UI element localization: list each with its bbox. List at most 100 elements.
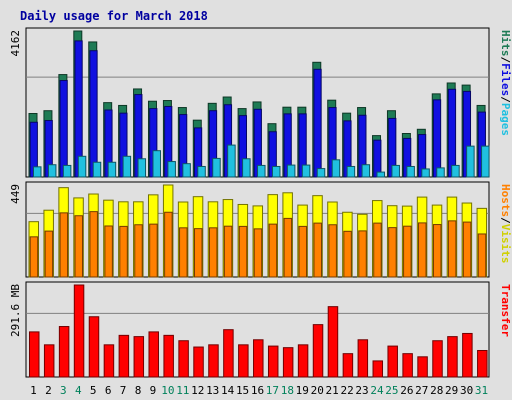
bar-pages-day-11 [182, 163, 191, 178]
series-pages [33, 144, 490, 178]
bar-hosts-day-10 [164, 211, 173, 278]
x-tick-label: 5 [90, 384, 97, 397]
bar-pages-day-29 [451, 164, 460, 178]
bar-transfer-day-2 [43, 344, 55, 378]
bar-transfer-day-4 [73, 284, 85, 378]
x-tick-label: 30 [460, 384, 473, 397]
bar-transfer-day-1 [29, 331, 40, 378]
bar-hosts-day-8 [134, 224, 143, 278]
bar-pages-day-9 [152, 150, 161, 178]
series-files [29, 40, 486, 178]
x-tick-label: 10 [161, 384, 174, 397]
bar-pages-day-20 [316, 168, 326, 178]
bar-transfer-day-3 [58, 326, 70, 378]
x-tick-label: 12 [191, 384, 204, 397]
bar-transfer-day-8 [133, 336, 145, 378]
bar-hosts-day-17 [268, 223, 278, 278]
bar-hosts-day-14 [223, 225, 233, 278]
bar-transfer-day-21 [327, 306, 339, 378]
bar-hosts-day-16 [253, 228, 263, 278]
series-axis-label: Hits/Files/Pages [499, 30, 512, 136]
x-tick-label: 29 [445, 384, 458, 397]
bar-hosts-day-27 [418, 222, 427, 278]
bar-transfer-day-29 [447, 336, 458, 378]
bar-files-day-28 [432, 99, 442, 178]
bar-files-day-20 [313, 68, 322, 178]
bar-pages-day-23 [361, 164, 371, 178]
x-tick-label: 9 [150, 384, 157, 397]
bar-pages-day-5 [92, 161, 102, 178]
bar-pages-day-17 [271, 165, 281, 178]
bar-hosts-day-24 [373, 222, 382, 278]
x-tick-label: 11 [176, 384, 189, 397]
bar-hosts-day-29 [447, 220, 457, 278]
x-tick-label: 7 [120, 384, 127, 397]
series-hosts [29, 211, 487, 278]
bar-hosts-day-4 [74, 215, 84, 278]
x-tick-label: 15 [236, 384, 249, 397]
bar-pages-day-2 [47, 164, 57, 178]
x-tick-label: 31 [475, 384, 488, 397]
bar-pages-day-24 [376, 171, 386, 178]
bar-pages-day-22 [346, 165, 356, 178]
bar-pages-day-1 [33, 166, 42, 178]
bar-transfer-day-26 [402, 353, 413, 378]
x-tick-label: 3 [60, 384, 67, 397]
bar-pages-day-3 [62, 164, 72, 178]
bar-hosts-day-23 [358, 230, 367, 278]
x-tick-label: 18 [281, 384, 294, 397]
bar-transfer-day-24 [372, 360, 384, 378]
bar-hosts-day-5 [89, 211, 98, 278]
bar-pages-day-12 [197, 165, 206, 178]
bar-hosts-day-20 [313, 222, 322, 278]
x-tick-label: 14 [221, 384, 235, 397]
bar-hosts-day-7 [119, 225, 128, 278]
bar-hosts-day-18 [283, 217, 293, 278]
bar-transfer-day-22 [342, 353, 354, 378]
y-max-label: 291.6 MB [9, 284, 22, 337]
bar-hosts-day-28 [432, 224, 442, 278]
bar-hosts-day-21 [328, 224, 337, 278]
bar-transfer-day-9 [148, 331, 159, 378]
series-transfer [29, 284, 488, 378]
bar-transfer-day-25 [387, 345, 398, 378]
bar-hosts-day-12 [193, 228, 203, 278]
x-tick-label: 24 [370, 384, 384, 397]
x-tick-label: 1 [30, 384, 37, 397]
x-axis-labels: 1 2 3 4 5 6 7 8 9 10 11 12 13 14 15 16 17 18 19 20 21 22 23 24 2… [30, 384, 488, 397]
series-axis-label: Hosts/Visits [499, 184, 512, 264]
bar-pages-day-26 [406, 165, 415, 178]
bar-transfer-day-7 [118, 334, 130, 378]
x-tick-label: 22 [340, 384, 353, 397]
bar-pages-day-25 [391, 164, 400, 178]
bar-pages-day-13 [212, 157, 221, 178]
x-tick-label: 25 [385, 384, 398, 397]
bar-hosts-day-13 [208, 227, 218, 278]
bar-transfer-day-28 [432, 340, 443, 378]
x-tick-label: 8 [135, 384, 142, 397]
bar-files-day-5 [89, 50, 98, 178]
bar-pages-day-8 [137, 158, 147, 178]
bar-pages-day-15 [242, 158, 251, 178]
bar-transfer-day-15 [238, 344, 249, 378]
chart-title: Daily usage for March 2018 [20, 9, 208, 23]
bar-transfer-day-17 [267, 345, 279, 378]
bar-transfer-day-20 [312, 324, 324, 378]
bar-transfer-day-5 [88, 316, 100, 378]
bar-transfer-day-23 [357, 339, 369, 378]
bar-hosts-day-30 [462, 221, 472, 278]
bar-files-day-24 [373, 139, 382, 178]
bar-transfer-day-31 [477, 349, 488, 378]
x-tick-label: 19 [296, 384, 309, 397]
bar-transfer-day-10 [163, 334, 174, 378]
bar-pages-day-10 [167, 161, 176, 178]
bar-hosts-day-9 [149, 223, 158, 278]
chart-panels: 4162 Hits/Files/Pages 449 Hosts/Visits 291.6… [9, 27, 512, 378]
bar-transfer-day-14 [223, 329, 234, 378]
bar-pages-day-28 [436, 167, 445, 178]
x-tick-label: 17 [266, 384, 279, 397]
bar-pages-day-14 [227, 144, 236, 178]
bar-pages-day-6 [107, 161, 117, 178]
bar-transfer-day-18 [282, 347, 294, 378]
x-tick-label: 16 [251, 384, 264, 397]
